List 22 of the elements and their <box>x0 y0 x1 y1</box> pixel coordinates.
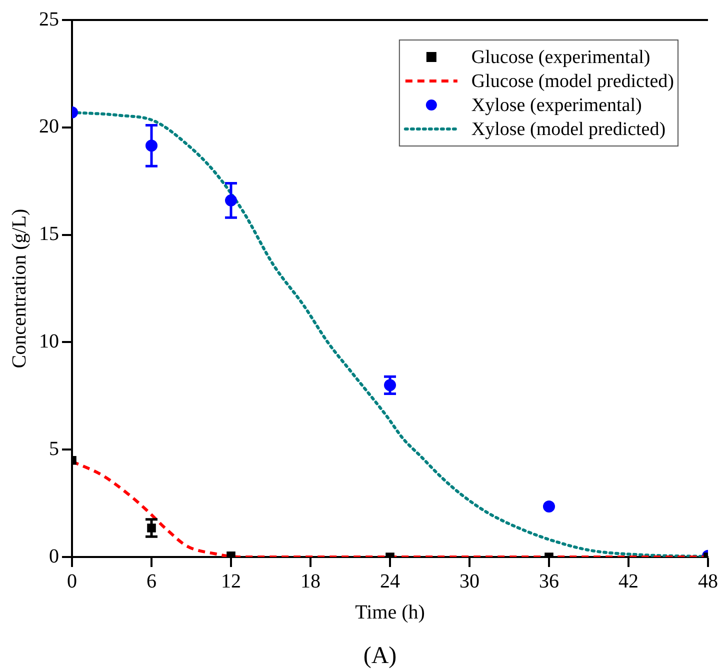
x-tick-label: 36 <box>539 570 559 592</box>
x-tick-label: 18 <box>300 570 320 592</box>
x-tick-label: 0 <box>67 570 77 592</box>
y-axis-title: Concentration (g/L) <box>8 208 30 368</box>
y-tick-label: 20 <box>39 116 59 138</box>
x-tick-label: 6 <box>146 570 156 592</box>
y-tick-label: 5 <box>49 438 59 460</box>
legend-label: Glucose (experimental) <box>471 46 650 68</box>
x-tick-label: 12 <box>221 570 241 592</box>
legend-label: Xylose (experimental) <box>471 94 642 116</box>
x-tick-label: 24 <box>380 570 400 592</box>
x-tick-label: 30 <box>460 570 480 592</box>
x-tick-label: 42 <box>618 570 638 592</box>
text: (A) <box>363 643 397 669</box>
y-tick-label: 25 <box>39 8 59 30</box>
legend-label: Xylose (model predicted) <box>471 118 666 140</box>
x-tick-label: 48 <box>698 570 718 592</box>
y-tick-label: 10 <box>39 330 59 352</box>
x-axis-title: Time (h) <box>355 601 425 624</box>
legend-label: Glucose (model predicted) <box>471 70 674 92</box>
y-tick-label: 15 <box>39 223 59 246</box>
y-tick-label: 0 <box>49 545 59 568</box>
